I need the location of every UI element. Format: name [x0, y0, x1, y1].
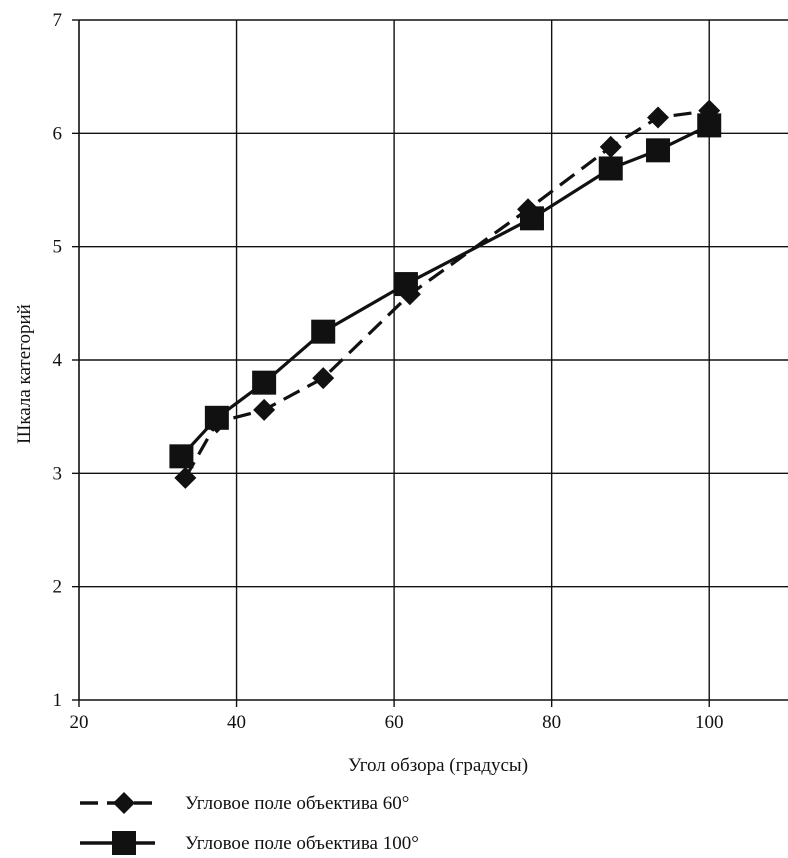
- x-tick-label: 40: [227, 712, 246, 733]
- series-60-point: [599, 135, 622, 158]
- y-axis-title: Шкала категорий: [14, 304, 35, 444]
- legend-square-marker: [112, 831, 136, 855]
- grid: [79, 19, 788, 700]
- series-100-point: [646, 138, 671, 163]
- tick-labels: 20 40 60 80 100 1 2 3 4 5 6 7: [53, 10, 724, 733]
- series-100-point: [598, 156, 623, 181]
- x-tick-label: 60: [385, 712, 404, 733]
- x-tick-label: 80: [542, 712, 561, 733]
- x-tick-label: 20: [70, 712, 89, 733]
- series-60-line: [183, 109, 710, 479]
- y-tick-label: 6: [53, 123, 63, 144]
- y-tick-label: 3: [53, 463, 63, 484]
- series-60-point: [174, 466, 197, 489]
- series-100-point: [311, 319, 336, 344]
- y-tick-label: 2: [53, 577, 63, 598]
- series-100-point: [519, 206, 544, 231]
- y-tick-label: 7: [53, 10, 63, 31]
- series-60-point: [312, 367, 335, 390]
- y-tick-label: 5: [53, 237, 63, 258]
- x-tick-label: 100: [695, 712, 724, 733]
- legend-item: Угловое поле объектива 60°: [80, 792, 409, 814]
- series-100-point: [252, 370, 277, 395]
- y-tick-label: 1: [53, 690, 63, 711]
- series-100-point: [169, 444, 194, 469]
- legend-diamond-marker: [113, 792, 135, 814]
- series-100-group: [169, 113, 722, 469]
- series-group: [169, 99, 722, 489]
- x-axis-title: Угол обзора (градусы): [348, 755, 528, 776]
- y-tick-label: 4: [53, 350, 63, 371]
- series-100-point: [697, 113, 722, 138]
- legend-label: Угловое поле объектива 100°: [185, 833, 419, 854]
- axes: [72, 19, 788, 707]
- legend-label: Угловое поле объектива 60°: [185, 793, 409, 814]
- series-60-point: [253, 398, 276, 421]
- legend: Угловое поле объектива 60° Угловое поле о…: [80, 792, 419, 855]
- series-60-point: [647, 106, 670, 129]
- series-100-point: [393, 272, 418, 297]
- series-100-point: [204, 405, 229, 430]
- legend-item: Угловое поле объектива 100°: [80, 831, 419, 855]
